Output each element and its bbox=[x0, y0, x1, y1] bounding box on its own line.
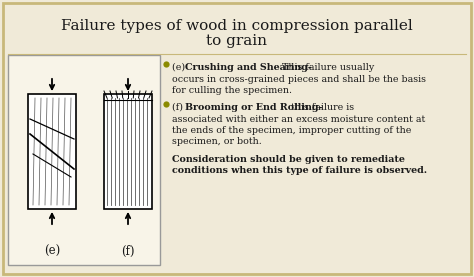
Text: for culling the specimen.: for culling the specimen. bbox=[172, 86, 292, 95]
Text: (f): (f) bbox=[121, 245, 135, 258]
Text: Crushing and Shearing-: Crushing and Shearing- bbox=[185, 63, 312, 72]
Text: (f): (f) bbox=[172, 103, 186, 112]
Text: specimen, or both.: specimen, or both. bbox=[172, 137, 262, 146]
Text: Brooming or End Rolling-: Brooming or End Rolling- bbox=[185, 103, 322, 112]
Text: occurs in cross-grained pieces and shall be the basis: occurs in cross-grained pieces and shall… bbox=[172, 75, 426, 84]
Text: Failure types of wood in compression parallel: Failure types of wood in compression par… bbox=[61, 19, 413, 33]
Text: (e): (e) bbox=[44, 245, 60, 258]
Text: Consideration should be given to remediate: Consideration should be given to remedia… bbox=[172, 155, 405, 164]
Text: this failure is: this failure is bbox=[288, 103, 354, 112]
Text: This failure usually: This failure usually bbox=[279, 63, 374, 72]
Text: the ends of the specimen, improper cutting of the: the ends of the specimen, improper cutti… bbox=[172, 126, 411, 135]
Text: to grain: to grain bbox=[207, 34, 267, 48]
Bar bbox=[8, 55, 160, 265]
Bar bbox=[28, 94, 76, 209]
Bar bbox=[104, 94, 152, 209]
Text: conditions when this type of failure is observed.: conditions when this type of failure is … bbox=[172, 166, 427, 175]
Text: associated with either an excess moisture content at: associated with either an excess moistur… bbox=[172, 115, 425, 124]
Text: (e): (e) bbox=[172, 63, 188, 72]
